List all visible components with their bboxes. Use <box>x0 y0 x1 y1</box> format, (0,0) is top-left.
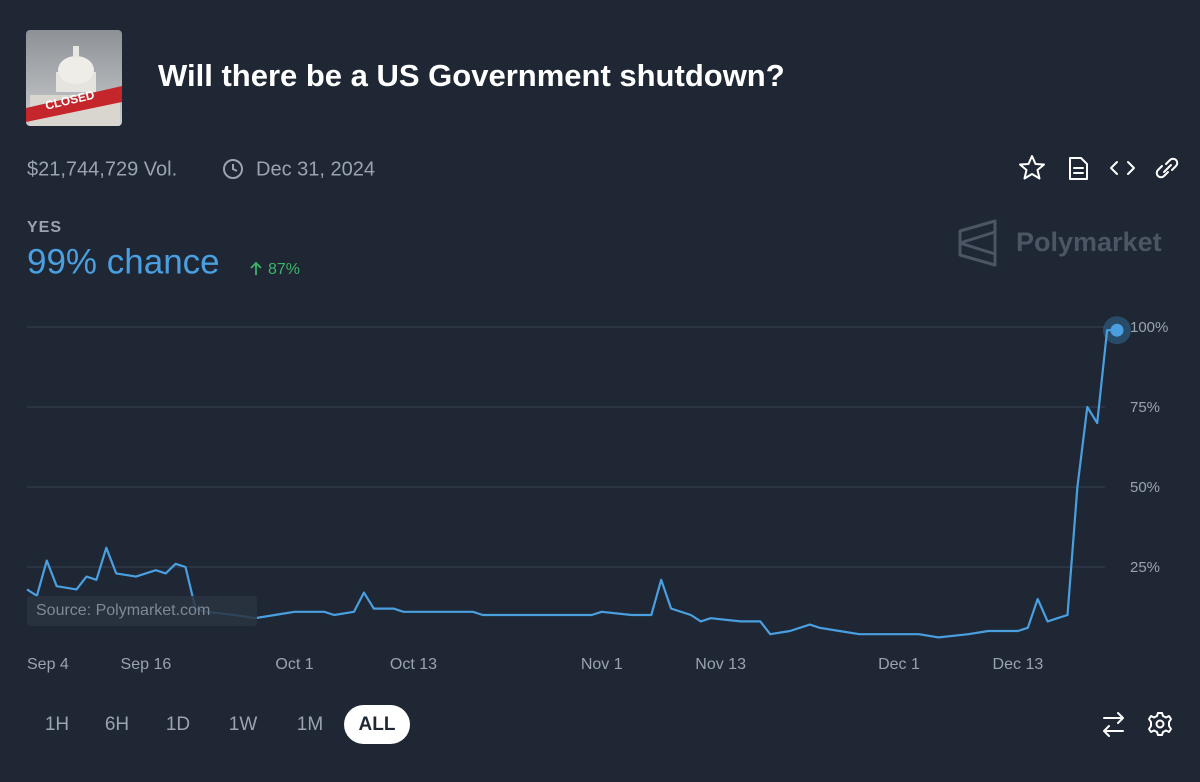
rules-button[interactable] <box>1069 157 1088 180</box>
x-tick-label: Dec 1 <box>878 656 920 673</box>
outcome-chance: 99% chance <box>27 242 220 281</box>
timeframe-button[interactable]: 1M <box>297 714 323 735</box>
brand-logo <box>958 219 997 267</box>
timeframe-button[interactable]: 1H <box>45 714 69 735</box>
x-tick-label: Dec 13 <box>993 656 1044 673</box>
chart: 25% 50% 75% 100% Sep 4 Sep 16 Oct 1 Oct 13 Nov 1… <box>26 316 1168 673</box>
timeframe-active-pill <box>344 705 410 744</box>
timeframe-label[interactable]: 1D <box>166 714 190 735</box>
copy-link-button[interactable] <box>1155 157 1179 179</box>
y-tick-label: 50% <box>1130 479 1160 496</box>
settings-button[interactable] <box>1148 712 1172 736</box>
price-line <box>26 329 1117 639</box>
timeframe-label[interactable]: 1W <box>229 714 258 735</box>
favorite-button[interactable] <box>1019 155 1045 180</box>
x-tick-label: Oct 1 <box>275 656 313 673</box>
outcome-change: 87% <box>268 261 300 278</box>
swap-button[interactable] <box>1103 712 1124 737</box>
timeframe-button[interactable]: 6H <box>105 714 129 735</box>
y-tick-label: 75% <box>1130 399 1160 416</box>
x-tick-label: Sep 4 <box>27 656 69 673</box>
outcome-label: YES <box>27 219 62 236</box>
timeframe-button[interactable]: ALL <box>344 705 410 744</box>
timeframe-button[interactable]: 1D <box>166 714 190 735</box>
source-badge <box>27 596 257 626</box>
timeframe-label[interactable]: 6H <box>105 714 129 735</box>
timeframe-label[interactable]: ALL <box>359 714 396 735</box>
x-tick-label: Nov 1 <box>581 656 623 673</box>
x-tick-label: Sep 16 <box>121 656 172 673</box>
timeframe-label[interactable]: 1H <box>45 714 69 735</box>
volume: $21,744,729 Vol. <box>27 158 177 180</box>
timeframe-controls: 1H 6H 1D 1W 1M ALL <box>45 705 410 744</box>
x-tick-label: Oct 13 <box>390 656 437 673</box>
embed-button[interactable] <box>1110 161 1135 175</box>
y-tick-label: 25% <box>1130 559 1160 576</box>
brand-name: Polymarket <box>1016 227 1162 257</box>
timeframe-button[interactable]: 1W <box>229 714 258 735</box>
clock-icon <box>223 159 243 179</box>
market-title: Will there be a US Government shutdown? <box>158 58 785 93</box>
source-label: Source: Polymarket.com <box>36 602 210 619</box>
change-arrow <box>250 261 262 275</box>
timeframe-label[interactable]: 1M <box>297 714 323 735</box>
end-date: Dec 31, 2024 <box>256 158 375 180</box>
end-point <box>1110 323 1124 337</box>
market-image: CLOSED <box>26 30 122 126</box>
y-tick-label: 100% <box>1130 319 1168 336</box>
x-tick-label: Nov 13 <box>695 656 746 673</box>
